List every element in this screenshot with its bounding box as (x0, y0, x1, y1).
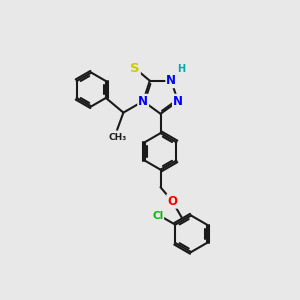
Text: O: O (167, 195, 177, 208)
Text: Cl: Cl (152, 211, 163, 220)
Text: N: N (166, 74, 176, 87)
Text: N: N (138, 95, 148, 108)
Text: S: S (130, 62, 140, 75)
Text: H: H (177, 64, 185, 74)
Text: CH₃: CH₃ (108, 133, 126, 142)
Text: N: N (173, 95, 183, 108)
